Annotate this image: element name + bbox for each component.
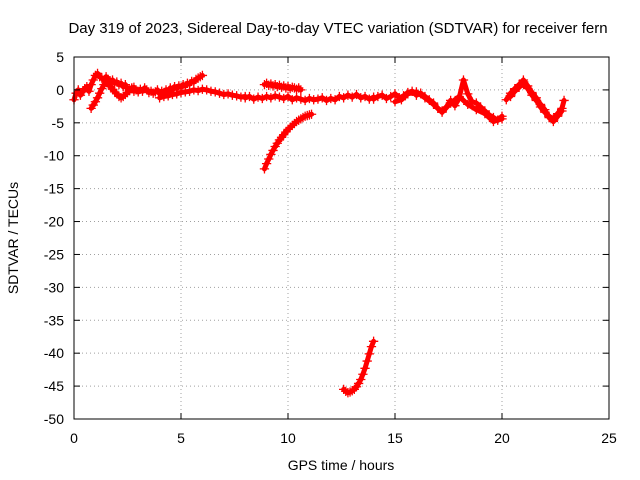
x-tick-label: 10 (280, 430, 296, 446)
plot-frame (73, 56, 610, 420)
y-tick-label: -25 (44, 246, 64, 262)
y-tick-label: -20 (44, 214, 64, 230)
data-point (368, 336, 379, 346)
data-point (296, 85, 306, 95)
data-point (497, 114, 507, 124)
y-tick-label: -45 (44, 378, 64, 394)
y-axis-label: SDTVAR / TECUs (5, 182, 21, 294)
axis-ticks (73, 56, 610, 420)
tick-labels: 0 5 10 15 20 25 5 0 -5 -10 -15 -20 -25 -30 -35 -40 -45 -5… (44, 49, 617, 446)
x-tick-label: 0 (70, 430, 78, 446)
y-tick-label: -5 (52, 115, 65, 131)
y-tick-label: -35 (44, 312, 64, 328)
x-tick-label: 25 (601, 430, 617, 446)
x-tick-label: 15 (387, 430, 403, 446)
data-point (129, 82, 139, 92)
y-tick-label: -30 (44, 279, 64, 295)
data-points (69, 68, 569, 398)
data-point (306, 109, 317, 119)
x-tick-label: 20 (494, 430, 510, 446)
x-axis-label: GPS time / hours (288, 457, 395, 473)
chart-title: Day 319 of 2023, Sidereal Day-to-day VTE… (68, 20, 607, 37)
y-tick-label: -50 (44, 411, 64, 427)
x-tick-label: 5 (177, 430, 185, 446)
y-tick-label: -40 (44, 345, 64, 361)
data-point (559, 95, 569, 106)
y-tick-label: 0 (56, 82, 64, 98)
y-tick-label: -10 (44, 148, 64, 164)
grid-lines (74, 57, 609, 419)
y-tick-label: -15 (44, 181, 64, 197)
y-tick-label: 5 (56, 49, 64, 65)
data-point (197, 70, 208, 81)
